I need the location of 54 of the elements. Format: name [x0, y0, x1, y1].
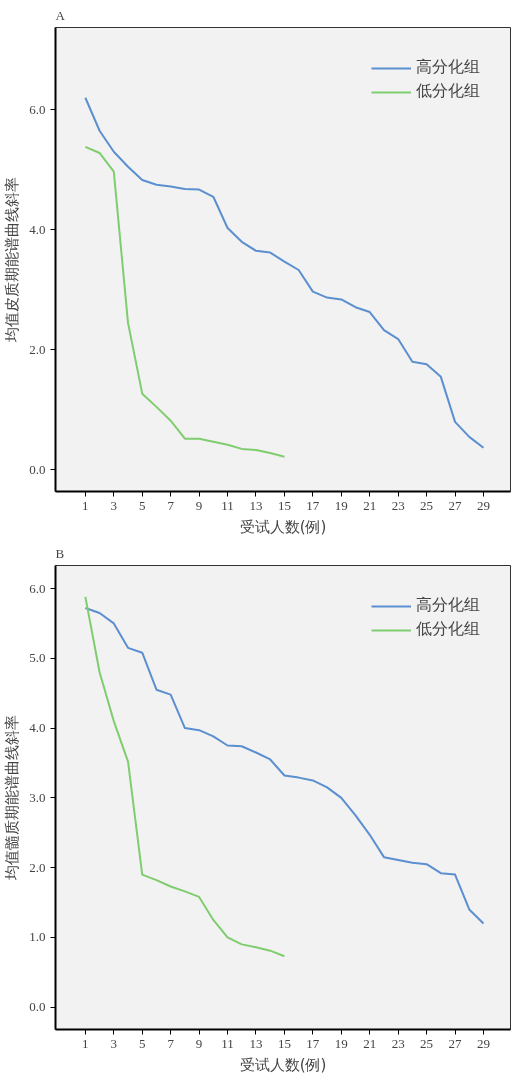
x-tick-label: 27 [448, 1035, 463, 1051]
y-tick-label: 2.0 [29, 859, 46, 875]
x-tick-label: 19 [334, 1035, 348, 1051]
y-tick-label: 2.0 [29, 341, 46, 357]
chart-title: B [55, 545, 65, 561]
y-tick-label: 1.0 [29, 929, 46, 945]
y-tick-label: 0.0 [29, 999, 46, 1015]
x-tick-label: 29 [476, 497, 490, 513]
x-tick-label: 3 [110, 1035, 118, 1051]
x-tick-label: 19 [334, 497, 348, 513]
x-tick-label: 7 [167, 1035, 175, 1051]
y-axis-title: 均值皮质期能谱曲线斜率 [3, 177, 22, 343]
x-tick-label: 27 [448, 497, 463, 513]
x-tick-label: 29 [476, 1035, 490, 1051]
y-tick-label: 6.0 [29, 101, 46, 117]
x-axis-title: 受试人数(例) [239, 517, 327, 536]
line-series [84, 595, 286, 958]
x-tick-label: 25 [420, 1035, 434, 1051]
y-tick-label: 4.0 [29, 720, 46, 736]
x-tick-label: 5 [138, 1035, 146, 1051]
y-tick-label: 3.0 [29, 789, 46, 805]
x-tick-label: 7 [167, 497, 175, 513]
legend-label: 高分化组 [416, 57, 480, 78]
legend-label: 低分化组 [416, 81, 480, 102]
y-tick-label: 0.0 [29, 461, 46, 477]
x-tick-label: 9 [195, 497, 203, 513]
y-tick-label: 6.0 [29, 580, 46, 596]
y-tick-label: 5.0 [29, 650, 46, 666]
x-tick-label: 17 [306, 497, 320, 513]
legend-label: 高分化组 [416, 595, 480, 616]
x-tick-label: 23 [391, 1035, 405, 1051]
x-tick-label: 23 [391, 497, 405, 513]
x-tick-label: 11 [221, 497, 234, 513]
x-tick-label: 25 [420, 497, 434, 513]
x-tick-label: 1 [82, 497, 89, 513]
legend-label: 低分化组 [416, 619, 480, 640]
y-axis-title: 均值髓质期能谱曲线斜率 [3, 715, 22, 881]
x-axis-title: 受试人数(例) [239, 1055, 327, 1074]
x-tick-label: 9 [195, 1035, 203, 1051]
line-series [84, 145, 286, 458]
x-tick-label: 21 [363, 497, 377, 513]
x-tick-label: 3 [110, 497, 118, 513]
x-tick-label: 15 [277, 1035, 291, 1051]
line-series [84, 96, 485, 449]
x-tick-label: 13 [249, 1035, 263, 1051]
x-tick-label: 11 [221, 1035, 234, 1051]
chart-title: A [55, 7, 66, 23]
y-tick-label: 4.0 [29, 221, 46, 237]
x-tick-label: 13 [249, 497, 263, 513]
x-tick-label: 1 [82, 1035, 89, 1051]
x-tick-label: 21 [363, 1035, 377, 1051]
x-tick-label: 15 [277, 497, 291, 513]
x-tick-label: 5 [138, 497, 146, 513]
x-tick-label: 17 [306, 1035, 320, 1051]
